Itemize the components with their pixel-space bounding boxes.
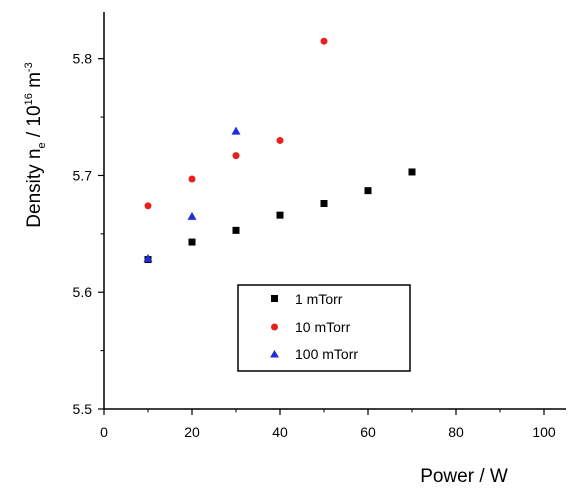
y-axis-title-exp: 16 xyxy=(23,93,35,105)
data-point-circle xyxy=(320,37,328,45)
data-point-circle xyxy=(144,202,152,210)
data-point-square xyxy=(364,187,372,195)
x-tick-label: 20 xyxy=(184,424,200,440)
x-tick-label: 60 xyxy=(360,424,376,440)
data-point-square xyxy=(320,199,328,207)
data-point-square xyxy=(408,168,416,176)
x-tick-label: 0 xyxy=(100,424,108,440)
legend-square-marker xyxy=(271,295,278,302)
y-tick-label: 5.7 xyxy=(73,167,93,183)
y-axis-title-unit: m xyxy=(24,72,45,93)
legend-entry-100-mtorr: 100 mTorr xyxy=(270,346,358,362)
legend: 1 mTorr 10 mTorr 100 mTorr xyxy=(237,284,411,372)
tick-labels: 0 20 40 60 80 100 5.5 5.6 5.7 5.8 xyxy=(73,51,556,440)
legend-entry-10-mtorr: 10 mTorr xyxy=(271,319,351,335)
y-axis-title: Density ne / 1016 m-3 xyxy=(23,62,48,227)
x-tick-label: 40 xyxy=(272,424,288,440)
y-tick-label: 5.5 xyxy=(73,401,93,417)
data-point-triangle xyxy=(143,253,153,262)
x-tick-label: 100 xyxy=(532,424,556,440)
y-axis-title-sub: e xyxy=(36,142,48,148)
y-tick-label: 5.8 xyxy=(73,51,93,67)
legend-label: 10 mTorr xyxy=(295,319,351,335)
data-point-square xyxy=(232,226,240,234)
legend-circle-marker xyxy=(271,323,278,331)
legend-box xyxy=(237,284,411,372)
data-point-circle xyxy=(188,175,196,183)
x-axis-title: Power / W xyxy=(420,466,508,487)
data-point-circle xyxy=(276,136,284,144)
y-axis-title-unit-exp: -3 xyxy=(23,62,35,72)
data-point-square xyxy=(276,211,284,219)
x-tick-label: 80 xyxy=(448,424,464,440)
legend-label: 1 mTorr xyxy=(295,291,343,307)
data-point-circle xyxy=(232,152,240,160)
tick-marks xyxy=(98,58,545,415)
data-point-square xyxy=(188,238,196,246)
legend-label: 100 mTorr xyxy=(295,346,358,362)
plot-axes xyxy=(103,12,566,410)
data-point-triangle xyxy=(187,211,197,220)
legend-triangle-marker xyxy=(270,350,279,358)
data-point-triangle xyxy=(231,126,241,135)
y-axis-title-sep: / 10 xyxy=(24,105,45,142)
y-axis-title-main: Density n xyxy=(24,149,45,228)
data-points xyxy=(143,37,416,264)
legend-entry-1-mtorr: 1 mTorr xyxy=(271,291,343,307)
y-tick-label: 5.6 xyxy=(73,284,93,300)
